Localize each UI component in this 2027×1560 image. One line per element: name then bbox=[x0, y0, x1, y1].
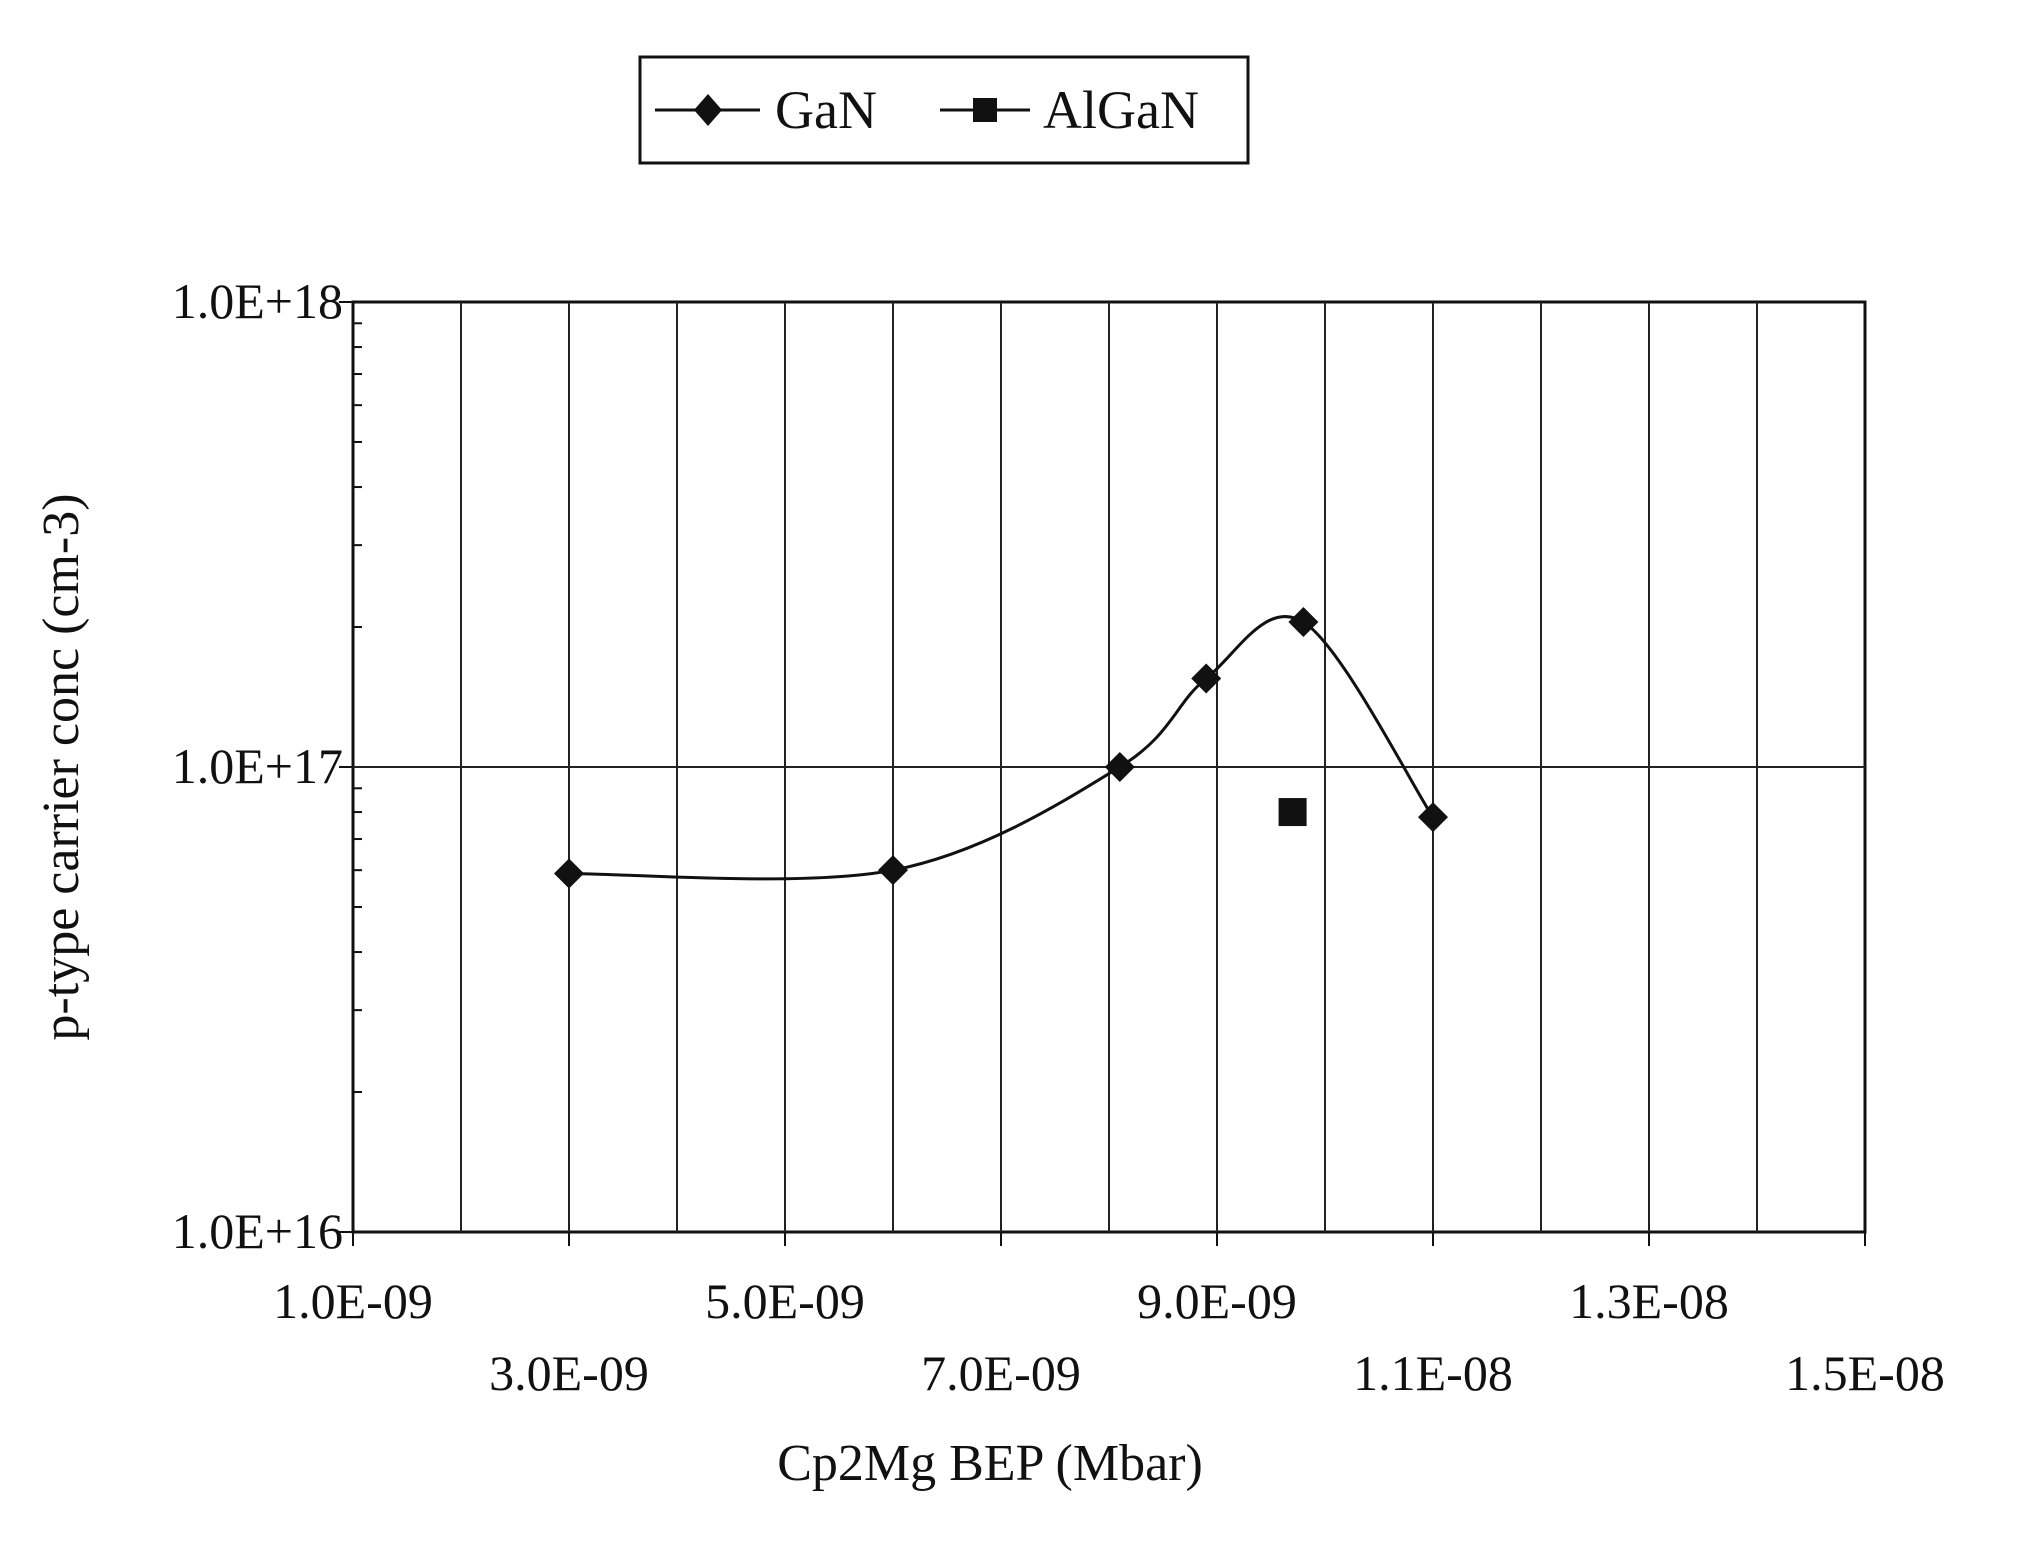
x-tick-label: 1.1E-08 bbox=[1353, 1345, 1513, 1401]
y-minor-ticks bbox=[353, 322, 362, 1094]
x-axis-ticks: 1.0E-09 3.0E-09 5.0E-09 7.0E-09 9.0E-09 1.1E-… bbox=[273, 1232, 1945, 1401]
y-axis-title: p-type carrier conc (cm-3) bbox=[33, 493, 90, 1040]
legend-label-algan: AlGaN bbox=[1043, 80, 1199, 140]
series bbox=[554, 607, 1448, 889]
x-tick-label: 3.0E-09 bbox=[489, 1345, 649, 1401]
data-point-gan bbox=[554, 858, 584, 889]
legend-marker-algan bbox=[973, 98, 997, 122]
y-axis-ticks: 1.0E+16 1.0E+17 1.0E+18 bbox=[172, 273, 353, 1259]
data-point-gan bbox=[1191, 663, 1222, 694]
data-point-gan bbox=[1418, 802, 1448, 833]
x-tick-label: 5.0E-09 bbox=[705, 1273, 865, 1329]
series-line-gan bbox=[568, 615, 1435, 881]
x-tick-label: 1.0E-09 bbox=[273, 1273, 433, 1329]
legend-marker-gan bbox=[694, 94, 722, 126]
y-tick-label: 1.0E+17 bbox=[172, 738, 343, 794]
legend-label-gan: GaN bbox=[775, 80, 877, 140]
legend: GaN AlGaN bbox=[638, 55, 1250, 165]
y-tick-label: 1.0E+18 bbox=[172, 273, 343, 329]
x-tick-label: 1.3E-08 bbox=[1569, 1273, 1729, 1329]
x-axis-title: Cp2Mg BEP (Mbar) bbox=[777, 1435, 1203, 1492]
x-tick-label: 7.0E-09 bbox=[921, 1345, 1081, 1401]
y-tick-label: 1.0E+16 bbox=[172, 1203, 343, 1259]
x-tick-label: 9.0E-09 bbox=[1137, 1273, 1297, 1329]
x-tick-label: 1.5E-08 bbox=[1785, 1345, 1945, 1401]
data-point-algan bbox=[1278, 798, 1307, 827]
data-point-gan bbox=[1104, 752, 1135, 782]
data-point-gan bbox=[1288, 607, 1319, 638]
data-point-gan bbox=[878, 855, 908, 886]
